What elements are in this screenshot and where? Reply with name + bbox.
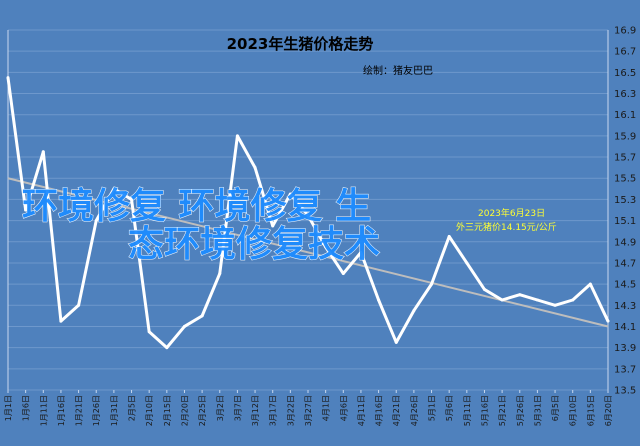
y-tick-label: 14.9 — [614, 237, 636, 248]
watermark-line-1: 环境修复 环境修复 生 — [22, 186, 371, 227]
price-point — [236, 134, 239, 137]
x-tick-label: 3月27日 — [304, 395, 313, 426]
x-tick-label: 2月5日 — [128, 395, 137, 421]
y-tick-label: 14.5 — [614, 280, 636, 291]
price-point — [183, 325, 186, 328]
x-tick-label: 5月21日 — [498, 395, 507, 426]
price-point — [536, 299, 539, 302]
y-tick-label: 13.5 — [614, 386, 636, 397]
y-tick-label: 16.1 — [614, 110, 636, 121]
price-point — [254, 166, 257, 169]
chart-title: 2023年生猪价格走势 — [227, 35, 374, 53]
y-tick-label: 15.5 — [614, 174, 636, 185]
price-point — [148, 330, 151, 333]
x-tick-label: 1月1日 — [4, 395, 13, 421]
x-tick-label: 3月17日 — [269, 395, 278, 426]
x-tick-label: 4月21日 — [392, 395, 401, 426]
price-point — [589, 283, 592, 286]
x-tick-label: 4月6日 — [339, 395, 348, 421]
annotation-date: 2023年6月23日 — [478, 207, 545, 219]
price-point — [554, 304, 557, 307]
price-point — [201, 314, 204, 317]
y-tick-label: 14.1 — [614, 322, 636, 333]
x-tick-label: 2月15日 — [163, 395, 172, 426]
x-tick-label: 4月26日 — [410, 395, 419, 426]
price-point — [465, 261, 468, 264]
x-tick-label: 3月7日 — [233, 395, 242, 421]
y-tick-label: 14.7 — [614, 258, 636, 269]
price-point — [430, 283, 433, 286]
x-tick-label: 2月20日 — [180, 395, 189, 426]
y-tick-label: 15.7 — [614, 153, 636, 164]
x-tick-label: 6月5日 — [551, 395, 560, 421]
price-point — [501, 299, 504, 302]
price-point — [165, 346, 168, 349]
x-tick-label: 1月11日 — [39, 395, 48, 426]
x-tick-label: 5月26日 — [516, 395, 525, 426]
price-point — [448, 235, 451, 238]
x-tick-label: 3月22日 — [286, 395, 295, 426]
x-tick-label: 3月12日 — [251, 395, 260, 426]
price-point — [342, 272, 345, 275]
price-point — [42, 150, 45, 153]
watermark-line-2: 态环境修复技术 — [128, 224, 380, 265]
x-tick-label: 1月26日 — [92, 395, 101, 426]
price-point — [483, 288, 486, 291]
x-tick-label: 3月2日 — [216, 395, 225, 421]
x-tick-labels: 1月1日 1月6日 1月11日 1月16日 1月21日 1月26日 1月31日 2月5日 2月1… — [4, 390, 613, 426]
y-tick-label: 13.7 — [614, 364, 636, 375]
x-tick-label: 4月16日 — [375, 395, 384, 426]
x-tick-label: 6月15日 — [586, 395, 595, 426]
x-tick-label: 6月10日 — [569, 395, 578, 426]
y-tick-label: 16.7 — [614, 47, 636, 58]
x-tick-label: 2月10日 — [145, 395, 154, 426]
price-point — [607, 320, 610, 323]
x-tick-label: 1月31日 — [110, 395, 119, 426]
price-point — [395, 341, 398, 344]
price-point — [571, 299, 574, 302]
x-tick-label: 5月16日 — [480, 395, 489, 426]
y-tick-label: 14.3 — [614, 301, 636, 312]
y-tick-label: 13.9 — [614, 343, 636, 354]
x-tick-label: 5月11日 — [463, 395, 472, 426]
x-tick-label: 2月25日 — [198, 395, 207, 426]
x-tick-label: 5月1日 — [428, 395, 437, 421]
x-tick-label: 1月16日 — [57, 395, 66, 426]
y-tick-label: 15.3 — [614, 195, 636, 206]
price-point — [77, 304, 80, 307]
chart-subtitle: 绘制：猪友巴巴 — [363, 64, 433, 77]
x-tick-label: 4月11日 — [357, 395, 366, 426]
y-tick-label: 15.9 — [614, 131, 636, 142]
x-tick-label: 1月21日 — [75, 395, 84, 426]
annotation-price: 外三元猪价14.15元/公斤 — [456, 221, 557, 233]
y-tick-label: 16.3 — [614, 89, 636, 100]
price-point — [518, 293, 521, 296]
x-tick-label: 5月31日 — [533, 395, 542, 426]
price-point — [412, 309, 415, 312]
price-point — [218, 272, 221, 275]
x-tick-label: 5月6日 — [445, 395, 454, 421]
price-point — [377, 299, 380, 302]
x-tick-label: 6月20日 — [604, 395, 613, 426]
price-point — [7, 76, 10, 79]
y-tick-label: 15.1 — [614, 216, 636, 227]
y-tick-label: 16.9 — [614, 26, 636, 37]
x-tick-label: 4月1日 — [322, 395, 331, 421]
y-tick-label: 16.5 — [614, 68, 636, 79]
x-tick-label: 1月6日 — [22, 395, 31, 421]
price-point — [59, 320, 62, 323]
